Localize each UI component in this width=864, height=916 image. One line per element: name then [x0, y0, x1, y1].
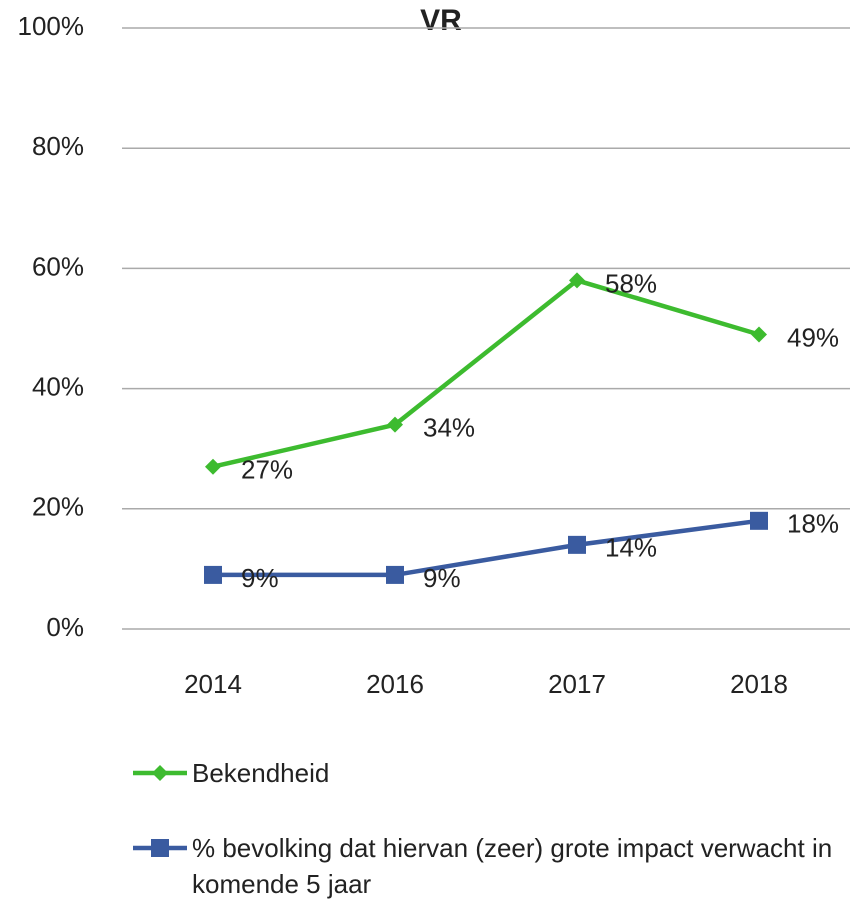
x-tick-label: 2017: [548, 669, 606, 699]
data-label: 14%: [605, 533, 657, 563]
data-point: [751, 326, 767, 343]
data-point: [568, 535, 586, 554]
data-point: [204, 565, 222, 584]
x-tick-label: 2016: [366, 669, 424, 699]
chart-title: VR: [420, 4, 462, 37]
data-point: [387, 416, 403, 433]
data-point: [386, 565, 404, 584]
data-label: 9%: [241, 563, 279, 593]
legend-label: % bevolking dat hiervan (zeer) grote imp…: [192, 833, 833, 899]
y-tick-label: 40%: [32, 371, 84, 401]
data-label: 34%: [423, 413, 475, 443]
legend-label: Bekendheid: [192, 758, 330, 788]
y-tick-label: 60%: [32, 251, 84, 281]
y-tick-label: 20%: [32, 492, 84, 522]
x-tick-label: 2018: [730, 669, 788, 699]
y-tick-label: 100%: [18, 11, 85, 41]
data-label: 58%: [605, 268, 657, 298]
data-point: [750, 511, 768, 530]
y-tick-label: 0%: [46, 612, 84, 642]
data-point: [205, 458, 221, 475]
series-line: [213, 518, 760, 578]
legend-marker: [152, 765, 168, 781]
data-label: 18%: [787, 509, 839, 539]
y-tick-label: 80%: [32, 131, 84, 161]
data-label: 9%: [423, 563, 461, 593]
data-label: 27%: [241, 455, 293, 485]
data-point: [569, 272, 585, 289]
series-line: [212, 277, 760, 469]
data-label: 49%: [787, 322, 839, 352]
legend-marker: [151, 839, 169, 857]
x-tick-label: 2014: [184, 669, 242, 699]
